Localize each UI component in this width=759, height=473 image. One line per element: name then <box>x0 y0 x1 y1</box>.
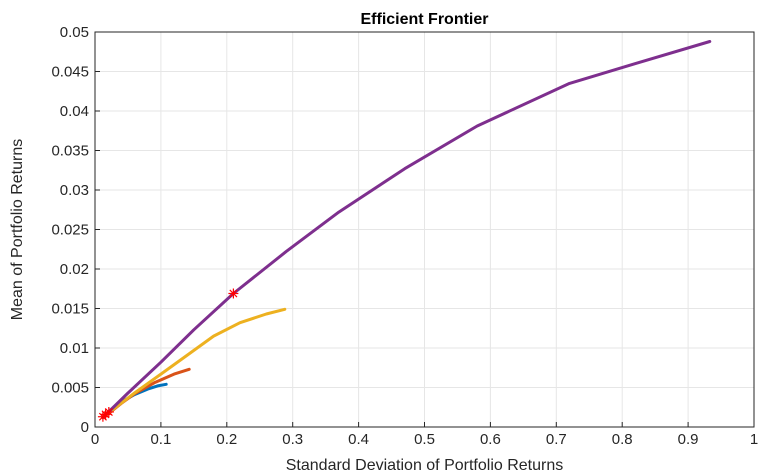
x-tick-label: 0.3 <box>282 431 303 448</box>
y-tick-label: 0.015 <box>51 301 89 318</box>
x-tick-label: 0.9 <box>678 431 699 448</box>
y-tick-label: 0.04 <box>60 103 89 120</box>
y-axis-title: Mean of Portfolio Returns <box>9 139 26 320</box>
x-tick-label: 0.2 <box>216 431 237 448</box>
frontier-line-3 <box>101 307 287 419</box>
x-tick-label: 0.5 <box>414 431 435 448</box>
x-tick-label: 0.4 <box>348 431 369 448</box>
optimal-marker-3 <box>103 406 114 417</box>
y-tick-label: 0.025 <box>51 222 89 239</box>
y-tick-label: 0.02 <box>60 261 89 278</box>
optimal-marker-4 <box>228 288 239 299</box>
y-tick-label: 0.045 <box>51 64 89 81</box>
optimal-markers <box>97 288 239 422</box>
y-tick-label: 0.01 <box>60 340 89 357</box>
y-tick-label: 0.035 <box>51 143 89 160</box>
marker-stroke <box>229 289 238 298</box>
frontier-line-4 <box>101 40 712 419</box>
y-axis-ticks: 0 0.005 0.01 0.015 0.02 0.025 0.03 0.035 0.04 0.0… <box>51 24 100 436</box>
series-lines <box>101 40 712 419</box>
x-tick-label: 0 <box>91 431 99 448</box>
marker-stroke <box>104 407 113 417</box>
y-tick-label: 0.03 <box>60 182 89 199</box>
y-tick-label: 0.005 <box>51 380 89 397</box>
chart-title: Efficient Frontier <box>360 11 488 28</box>
x-tick-label: 0.8 <box>612 431 633 448</box>
x-axis-ticks: 0 0.1 0.2 0.3 0.4 0.5 0.6 0.7 0.8 0.9 1 <box>91 422 758 448</box>
x-tick-label: 1 <box>750 431 758 448</box>
y-tick-label: 0.05 <box>60 24 89 41</box>
x-axis-title: Standard Deviation of Portfolio Returns <box>286 457 563 473</box>
y-tick-label: 0 <box>81 419 89 436</box>
x-tick-label: 0.7 <box>546 431 567 448</box>
x-tick-label: 0.1 <box>150 431 171 448</box>
x-tick-label: 0.6 <box>480 431 501 448</box>
